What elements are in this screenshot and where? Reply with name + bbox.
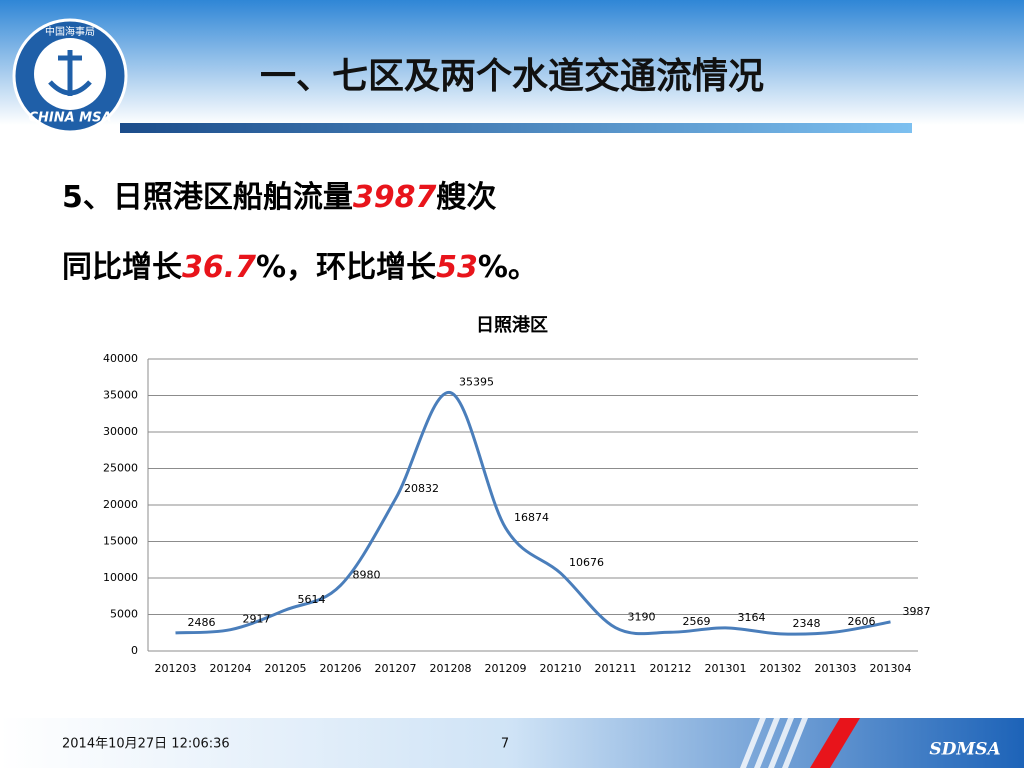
logo: 中国海事局 CHINA MSA: [12, 18, 128, 134]
x-tick-label: 201206: [320, 662, 362, 675]
data-label: 8980: [353, 568, 381, 581]
summary-line: 同比增长36.7%，环比增长53%。: [62, 250, 538, 285]
data-label: 2917: [243, 613, 271, 626]
x-tick-label: 201211: [595, 662, 637, 675]
data-label: 10676: [569, 556, 604, 569]
data-label: 3190: [628, 611, 656, 624]
y-tick-label: 30000: [103, 425, 138, 438]
summary-text: %。: [478, 250, 538, 285]
x-tick-label: 201209: [485, 662, 527, 675]
summary-text: %，环比增长: [256, 250, 436, 285]
x-tick-label: 201204: [210, 662, 252, 675]
summary-number: 53: [436, 250, 478, 285]
y-tick-label: 10000: [103, 571, 138, 584]
data-label: 2606: [848, 615, 876, 628]
summary-text: 同比增长: [62, 250, 182, 285]
data-label: 5614: [298, 593, 326, 606]
summary-number: 36.7: [182, 250, 256, 285]
data-label: 3164: [738, 611, 766, 624]
x-tick-label: 201207: [375, 662, 417, 675]
x-tick-label: 201304: [870, 662, 912, 675]
data-label: 3987: [903, 605, 931, 618]
header-stripe: [120, 123, 912, 133]
data-label: 2486: [188, 616, 216, 629]
y-tick-label: 0: [131, 644, 138, 657]
slide-title: 一、七区及两个水道交通流情况: [260, 55, 764, 97]
summary-number: 3987: [353, 180, 437, 215]
summary-text: 艘次: [436, 180, 496, 215]
x-tick-label: 201210: [540, 662, 582, 675]
x-tick-label: 201203: [155, 662, 197, 675]
data-label: 16874: [514, 511, 549, 524]
logo-top: 中国海事局: [45, 25, 95, 38]
x-tick-label: 201302: [760, 662, 802, 675]
page-number: 7: [501, 737, 509, 752]
y-tick-label: 40000: [103, 352, 138, 365]
data-label: 2348: [793, 617, 821, 630]
x-tick-label: 201301: [705, 662, 747, 675]
y-tick-label: 15000: [103, 535, 138, 548]
logo-bottom: CHINA MSA: [28, 111, 111, 126]
chart-title: 日照港区: [476, 315, 548, 336]
data-label: 20832: [404, 482, 439, 495]
data-label: 2569: [683, 615, 711, 628]
x-tick-label: 201212: [650, 662, 692, 675]
y-tick-label: 25000: [103, 462, 138, 475]
y-tick-label: 20000: [103, 498, 138, 511]
data-label: 35395: [459, 376, 494, 389]
header-bg: [0, 0, 1024, 125]
x-tick-label: 201205: [265, 662, 307, 675]
footer-datetime: 2014年10月27日 12:06:36: [62, 737, 230, 752]
footer-brand: SDMSA: [929, 740, 1000, 760]
footer-accent: [810, 718, 860, 768]
summary-text: 5、日照港区船舶流量: [62, 180, 353, 215]
y-tick-label: 5000: [110, 608, 138, 621]
footer-stripes: [740, 718, 808, 768]
line-series: [175, 391, 891, 636]
y-tick-label: 35000: [103, 389, 138, 402]
x-tick-label: 201208: [430, 662, 472, 675]
summary-line: 5、日照港区船舶流量3987艘次: [62, 180, 496, 215]
x-tick-label: 201303: [815, 662, 857, 675]
